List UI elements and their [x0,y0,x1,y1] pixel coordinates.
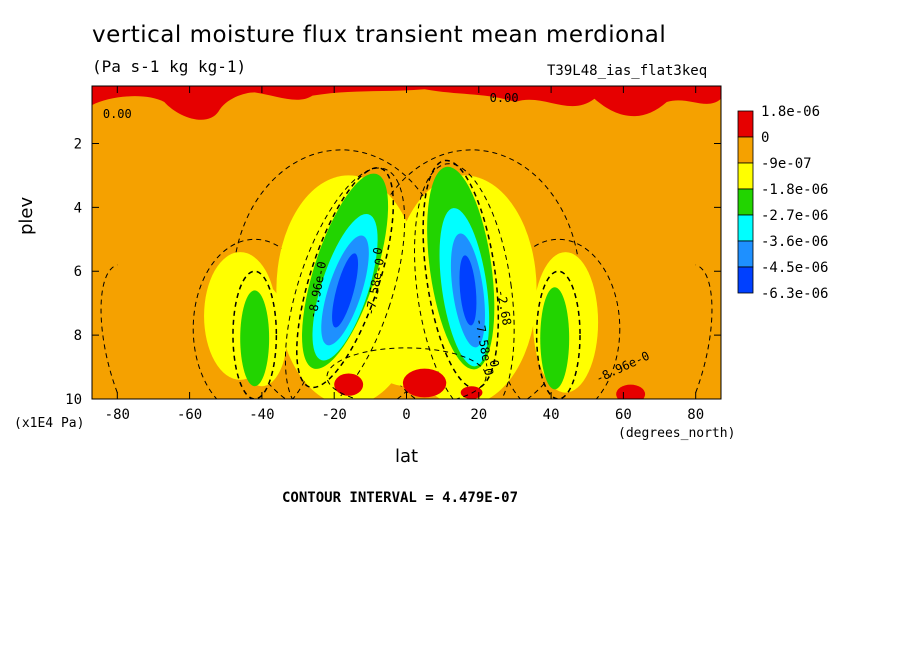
x-tick-label: 20 [470,407,487,423]
legend-label: 0 [761,130,769,146]
legend-swatch [737,214,754,242]
contour-label: 0 [487,359,502,369]
legend-swatch [737,136,754,164]
region-red-surface-center [402,368,447,398]
contour-label: 0.00 [103,107,132,121]
legend-swatch [737,266,754,294]
plot-area: 0.000.00-8.96e-0 -7.58e-00-7.58e-0-2.680-… [92,86,721,399]
legend-label: -2.7e-06 [761,208,828,224]
contour-interval-note: CONTOUR INTERVAL = 4.479E-07 [282,490,519,506]
x-axis-label: lat [395,446,419,467]
y-tick-label: 8 [74,328,82,344]
legend-label: 1.8e-06 [761,104,820,120]
x-tick-label: -20 [322,407,347,423]
contour-mid-right [414,163,515,399]
run-identifier: T39L48_ias_flat3keq [547,63,708,79]
y-tick-label: 6 [74,264,82,280]
x-tick-label: -80 [105,407,130,423]
legend-swatch [737,240,754,268]
legend-label: -4.5e-06 [761,260,828,276]
x-tick-label: 80 [687,407,704,423]
legend-label: -9e-07 [761,156,812,172]
x-tick-label: 40 [543,407,560,423]
region-red-top [92,86,721,120]
region-yellow-center [355,258,458,387]
legend-swatch [737,110,754,138]
x-tick-label: 0 [402,407,410,423]
y-tick-label: 4 [74,200,82,216]
region-blue-left [332,253,359,328]
region-green-sub-right [540,287,570,390]
contour-mid-left [284,167,406,399]
contour-inner-right [422,159,500,390]
contour-inner-left [296,167,395,389]
x-axis-units: (degrees_north) [618,426,736,441]
region-green-sub-left [240,290,270,387]
chart-subtitle-units: (Pa s-1 kg kg-1) [92,57,247,76]
legend-label: -3.6e-06 [761,234,828,250]
contour-sub-left [232,270,278,399]
x-tick-label: 60 [615,407,632,423]
x-tick-label: -40 [249,407,274,423]
region-red-surface-left [334,373,364,396]
region-red-surface-right [616,384,646,399]
contour-surface [326,347,487,399]
y-axis-units: (x1E4 Pa) [14,416,85,431]
legend-label: -1.8e-06 [761,182,828,198]
contour-label: 0.00 [490,91,519,105]
chart-title: vertical moisture flux transient mean me… [92,22,667,48]
legend-swatch [737,188,754,216]
contour-edge-right [695,264,713,393]
contour-sub-right [535,270,581,399]
y-tick-label: 10 [65,392,82,408]
contour-label: -2.68 [494,288,514,326]
legend-swatch [737,162,754,190]
contour-edge-left [100,264,118,393]
contour-label: 0 [370,246,385,256]
x-tick-label: -60 [177,407,202,423]
legend-label: -6.3e-06 [761,286,828,302]
region-blue-right [459,255,477,326]
y-tick-label: 2 [74,136,82,152]
